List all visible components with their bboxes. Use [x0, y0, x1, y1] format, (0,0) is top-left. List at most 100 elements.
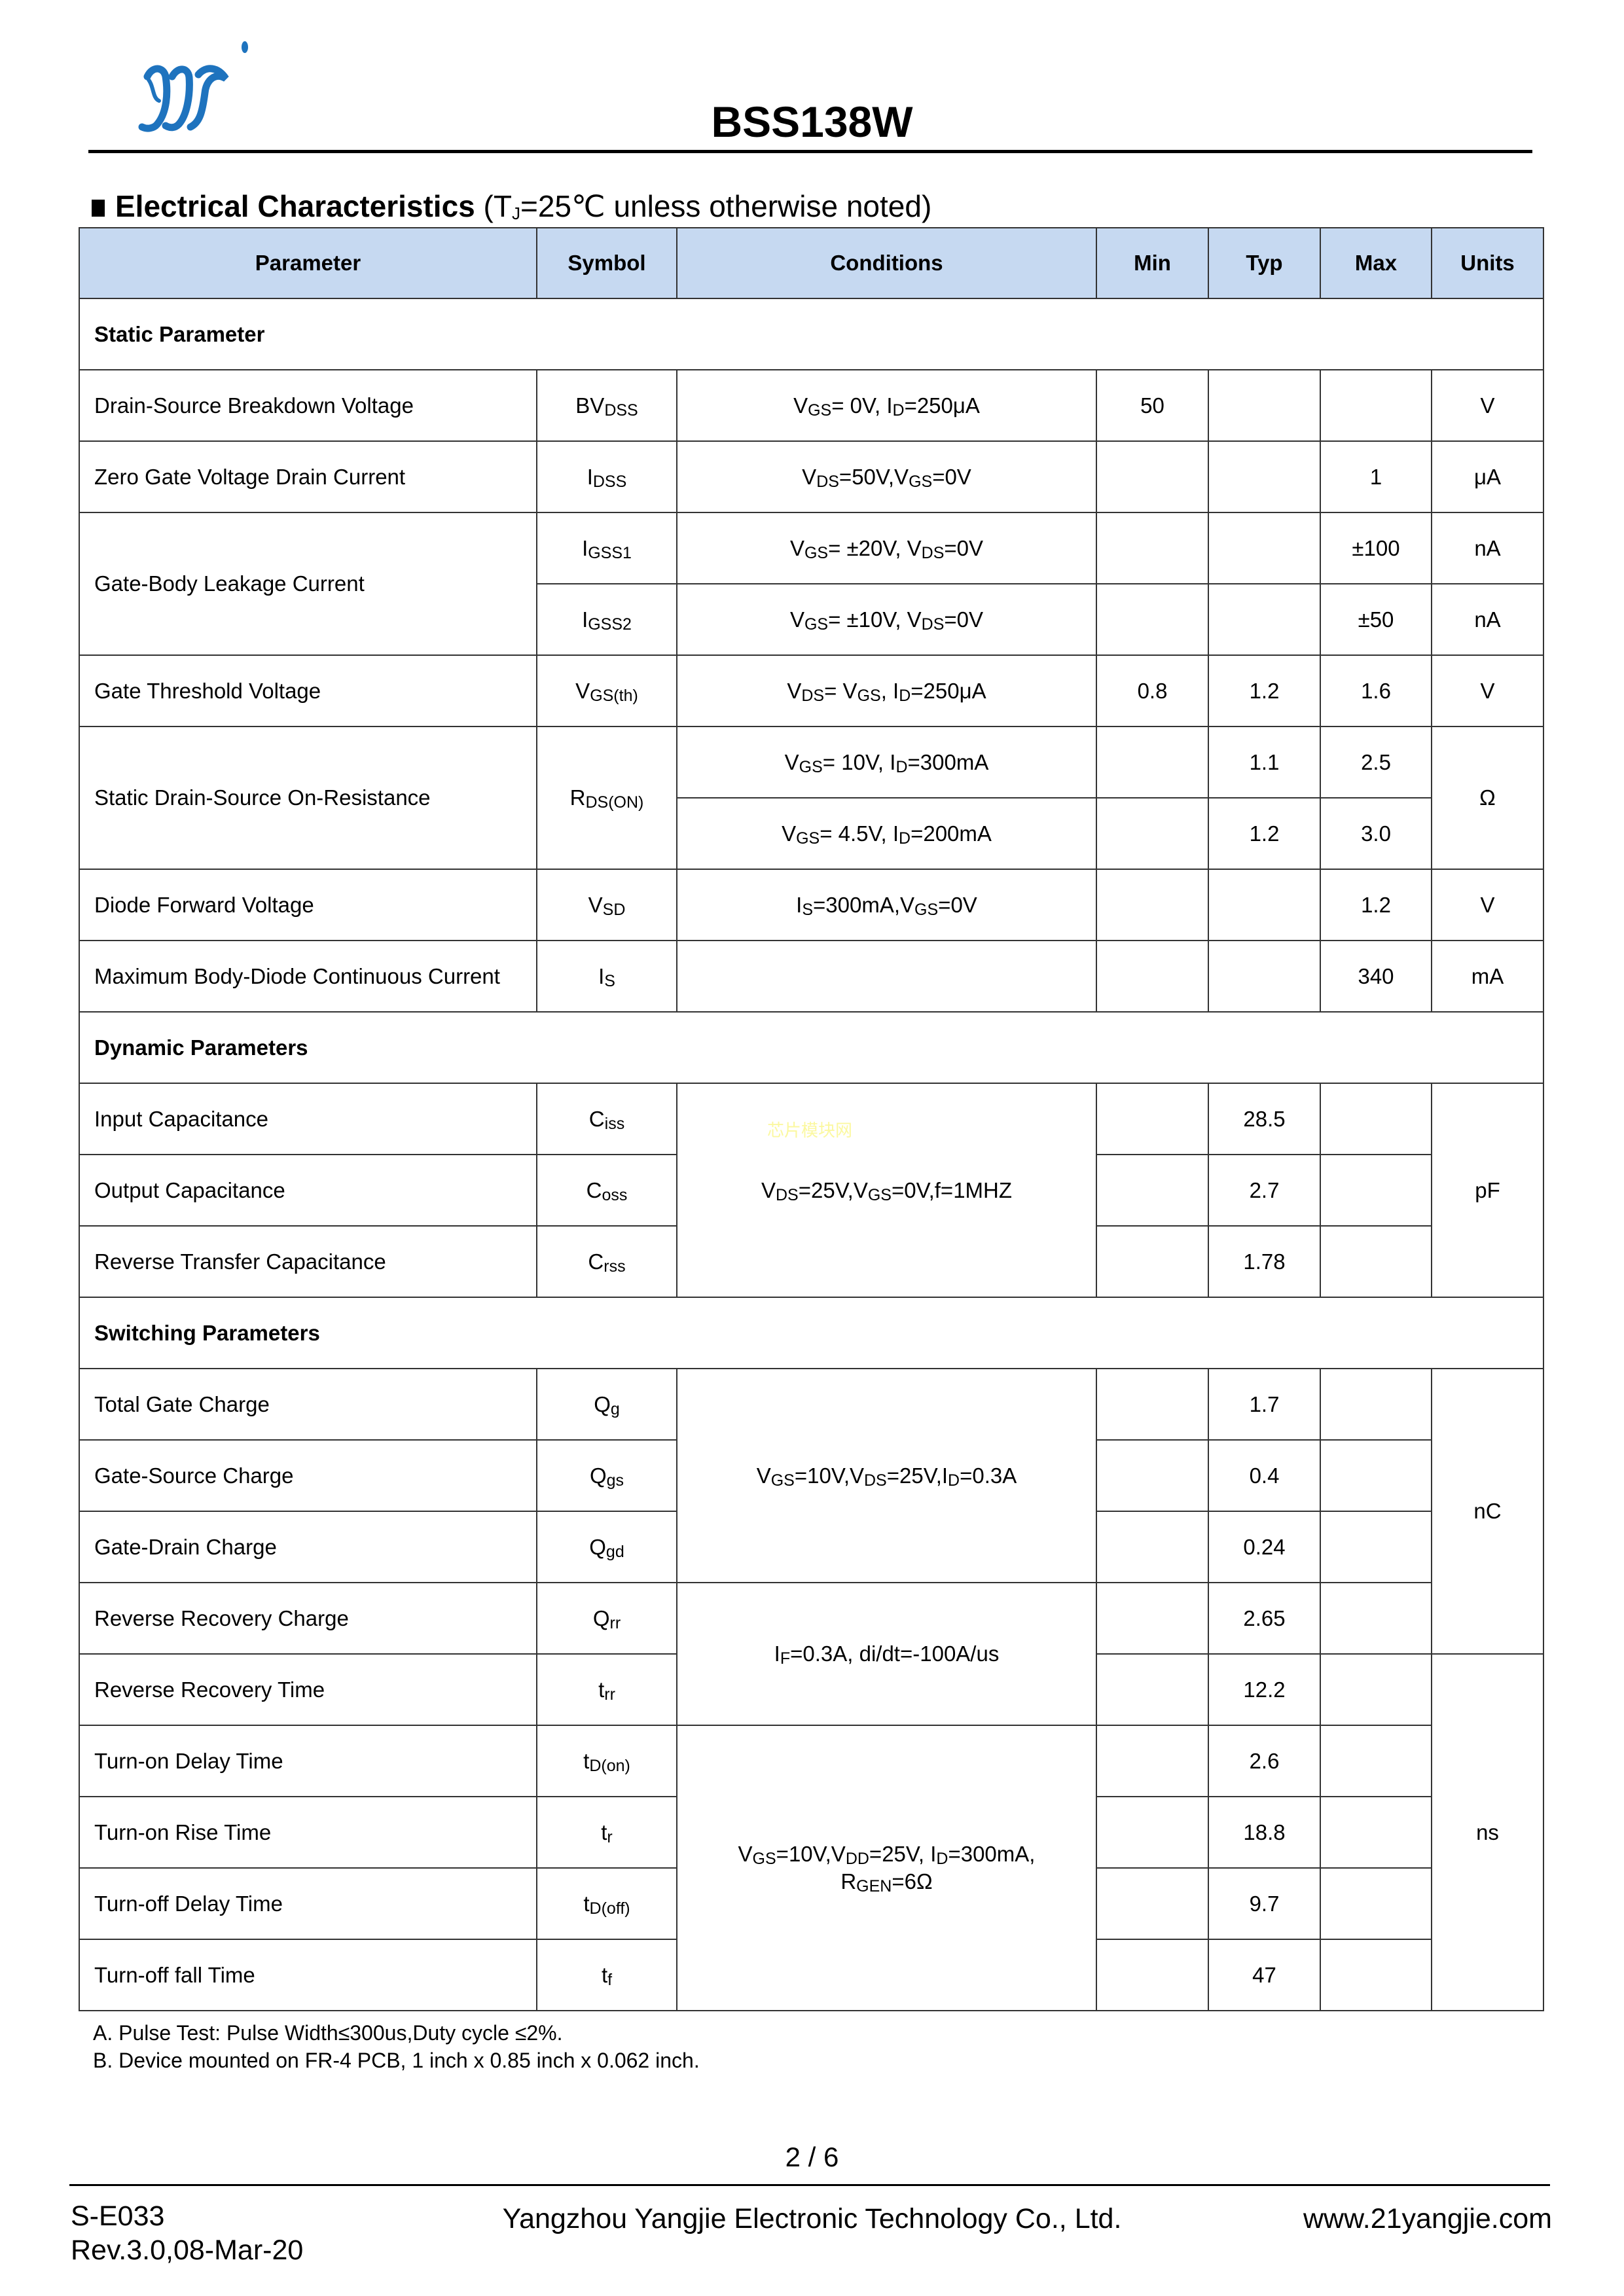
table-row: Gate-Body Leakage Current IGSS1 VGS= ±20V,… — [79, 512, 1544, 656]
column-header-min: Min — [1096, 227, 1209, 299]
section-row: Static Parameter — [79, 298, 1544, 370]
value-cell: Coss — [536, 1154, 677, 1227]
header-divider — [88, 150, 1532, 153]
value-cell: nA — [1431, 512, 1544, 584]
value-cell — [1320, 1867, 1432, 1940]
table-row: Reverse Recovery Charge Qrr IF=0.3A, di/dt… — [79, 1582, 1543, 1726]
column-header-max: Max — [1320, 227, 1432, 299]
footer-revision: Rev.3.0,08-Mar-20 — [71, 2234, 304, 2266]
value-cell: 0.8 — [1096, 655, 1209, 727]
table-row: Input Capacitance Ciss VDS=25V,VGS=0V,f=1M… — [79, 1083, 1544, 1298]
value-cell — [1320, 1225, 1432, 1298]
value-cell: 2.65 — [1208, 1582, 1321, 1655]
value-cell — [1320, 369, 1432, 442]
footer-website[interactable]: www.21yangjie.com — [1303, 2203, 1552, 2234]
document-title: BSS138W — [711, 98, 913, 146]
value-cell: tD(on) — [536, 1725, 677, 1797]
section-condition: (TJ=25℃ unless otherwise noted) — [484, 189, 932, 223]
value-cell: IS — [536, 940, 677, 1013]
condition-suffix: =25℃ unless otherwise noted) — [520, 189, 932, 223]
value-cell — [1320, 1796, 1432, 1869]
section-title-cell: Switching Parameters — [79, 1297, 1544, 1369]
value-cell: IGSS1 — [536, 512, 677, 584]
value-cell — [1208, 369, 1321, 442]
table-row: Maximum Body-Diode Continuous Current IS 3… — [79, 940, 1544, 1013]
value-cell: VDS=25V,VGS=0V,f=1MHZ — [676, 1083, 1097, 1298]
value-cell — [1208, 583, 1321, 656]
table-row: Output Capacitance Coss 2.7 — [79, 1154, 1543, 1227]
table-row: Turn-off Delay Time tD(off) 9.7 — [79, 1867, 1543, 1940]
section-row: Dynamic Parameters — [79, 1011, 1544, 1084]
parameter-cell: Zero Gate Voltage Drain Current — [79, 440, 537, 513]
value-cell: IGSS2 — [536, 583, 677, 656]
value-cell: VGS=10V,VDD=25V, ID=300mA, RGEN=6Ω — [676, 1725, 1097, 2011]
value-cell: tf — [536, 1939, 677, 2011]
value-cell: 18.8 — [1208, 1796, 1321, 1869]
value-cell: ns — [1431, 1653, 1544, 2011]
value-cell: IDSS — [536, 440, 677, 513]
value-cell: Qgs — [536, 1439, 677, 1512]
value-cell: 2.7 — [1208, 1154, 1321, 1227]
value-cell: VDS=50V,VGS=0V — [676, 440, 1097, 513]
table-row: Drain-Source Breakdown Voltage BVDSS VGS= … — [79, 369, 1544, 442]
table-row: VGS= 4.5V, ID=200mA 1.2 3.0 — [79, 797, 1543, 870]
value-cell: VGS= 0V, ID=250μA — [676, 369, 1097, 442]
value-cell: 1.7 — [1208, 1368, 1321, 1441]
note-b: B. Device mounted on FR-4 PCB, 1 inch x … — [93, 2049, 700, 2072]
parameter-cell: Total Gate Charge — [79, 1368, 537, 1441]
parameter-cell: Reverse Recovery Time — [79, 1653, 537, 1726]
value-cell: tr — [536, 1796, 677, 1869]
table-header-row: Parameter Symbol Conditions Min Typ Max Units — [79, 227, 1544, 299]
footer-company: Yangzhou Yangjie Electronic Technology C… — [502, 2203, 1122, 2234]
parameter-cell: Turn-on Delay Time — [79, 1725, 537, 1797]
table-row: Reverse Recovery Time trr 12.2 ns — [79, 1653, 1544, 2011]
value-cell: 12.2 — [1208, 1653, 1321, 1726]
value-cell: V — [1431, 655, 1544, 727]
value-cell: IF=0.3A, di/dt=-100A/us — [676, 1582, 1097, 1726]
value-cell: 1.2 — [1208, 797, 1321, 870]
value-cell — [1208, 440, 1321, 513]
table-row: Turn-on Delay Time tD(on) VGS=10V,VDD=25V,… — [79, 1725, 1543, 2011]
value-cell — [1096, 1083, 1209, 1155]
value-cell: tD(off) — [536, 1867, 677, 1940]
section-row: Switching Parameters — [79, 1297, 1544, 1369]
parameter-cell: Diode Forward Voltage — [79, 869, 537, 941]
value-cell: trr — [536, 1653, 677, 1726]
value-cell: Qrr — [536, 1582, 677, 1655]
value-cell: RDS(ON) — [536, 726, 677, 870]
value-cell: ±100 — [1320, 512, 1432, 584]
condition-sub: J — [511, 204, 520, 223]
value-cell: 0.24 — [1208, 1511, 1321, 1583]
value-cell — [1320, 1439, 1432, 1512]
value-cell: VGS(th) — [536, 655, 677, 727]
value-cell: VGS= ±20V, VDS=0V — [676, 512, 1097, 584]
value-cell — [1096, 512, 1209, 584]
electrical-characteristics-table: Parameter Symbol Conditions Min Typ Max Units … — [79, 227, 1544, 2011]
value-cell — [1096, 1368, 1209, 1441]
value-cell: Ω — [1431, 726, 1544, 870]
column-header-parameter: Parameter — [79, 227, 537, 299]
value-cell — [1096, 1796, 1209, 1869]
value-cell: 9.7 — [1208, 1867, 1321, 1940]
page-number: 2 / 6 — [785, 2142, 839, 2172]
value-cell: VGS= 10V, ID=300mA — [676, 726, 1097, 798]
value-cell — [676, 940, 1097, 1013]
value-cell — [1096, 1725, 1209, 1797]
value-cell: nA — [1431, 583, 1544, 656]
value-cell — [1096, 1439, 1209, 1512]
value-cell: V — [1431, 869, 1544, 941]
value-cell — [1096, 1154, 1209, 1227]
value-cell: 1.6 — [1320, 655, 1432, 727]
value-cell: Ciss — [536, 1083, 677, 1155]
value-cell — [1320, 1582, 1432, 1655]
section-title-cell: Dynamic Parameters — [79, 1011, 1544, 1084]
column-header-units: Units — [1431, 227, 1544, 299]
value-cell: Qgd — [536, 1511, 677, 1583]
value-cell — [1096, 1939, 1209, 2011]
value-cell: BVDSS — [536, 369, 677, 442]
value-cell — [1096, 797, 1209, 870]
parameter-cell: Output Capacitance — [79, 1154, 537, 1227]
footer-doc-code: S-E033 — [71, 2200, 165, 2232]
value-cell: pF — [1431, 1083, 1544, 1298]
value-cell: VGS=10V,VDS=25V,ID=0.3A — [676, 1368, 1097, 1583]
